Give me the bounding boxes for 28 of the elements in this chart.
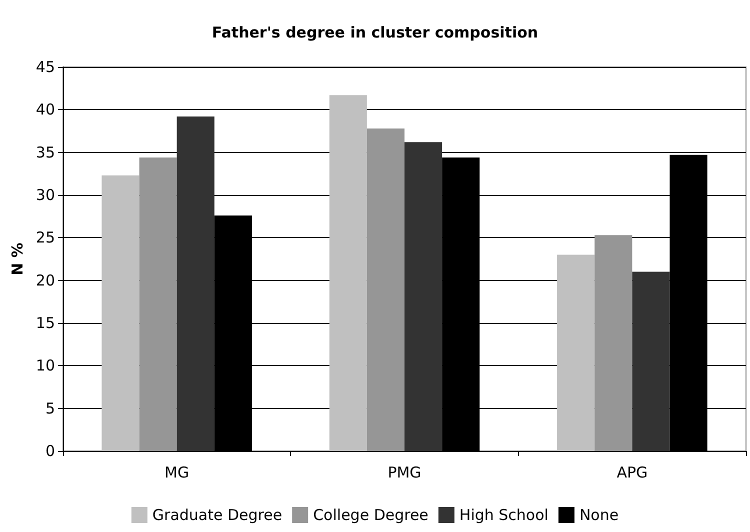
legend-label: High School <box>459 506 548 524</box>
legend-label: None <box>579 506 619 524</box>
y-tick-label: 45 <box>36 58 55 76</box>
y-axis-title: N % <box>8 242 26 276</box>
legend-label: Graduate Degree <box>152 506 282 524</box>
legend-label: College Degree <box>313 506 428 524</box>
bar <box>557 254 595 451</box>
bar <box>632 272 670 451</box>
x-tick-label: PMG <box>388 464 422 482</box>
y-tick-label: 25 <box>36 228 55 247</box>
y-tick-label: 40 <box>36 100 55 119</box>
bar <box>329 95 367 451</box>
y-tick-label: 0 <box>45 442 55 460</box>
bar <box>366 128 404 451</box>
bar <box>404 142 442 451</box>
y-tick-label: 30 <box>36 186 55 204</box>
x-tick-label: MG <box>164 464 190 482</box>
y-tick-label: 15 <box>36 314 55 332</box>
y-tick-label: 35 <box>36 143 55 162</box>
y-tick-label: 20 <box>36 271 55 290</box>
chart-title: Father's degree in cluster composition <box>212 24 538 42</box>
x-tick-label: APG <box>616 464 648 482</box>
y-tick-label: 10 <box>36 356 55 375</box>
bar <box>102 175 140 451</box>
bar <box>139 157 177 451</box>
bar <box>594 235 632 451</box>
bar <box>176 116 214 451</box>
y-tick-label: 5 <box>45 399 55 418</box>
